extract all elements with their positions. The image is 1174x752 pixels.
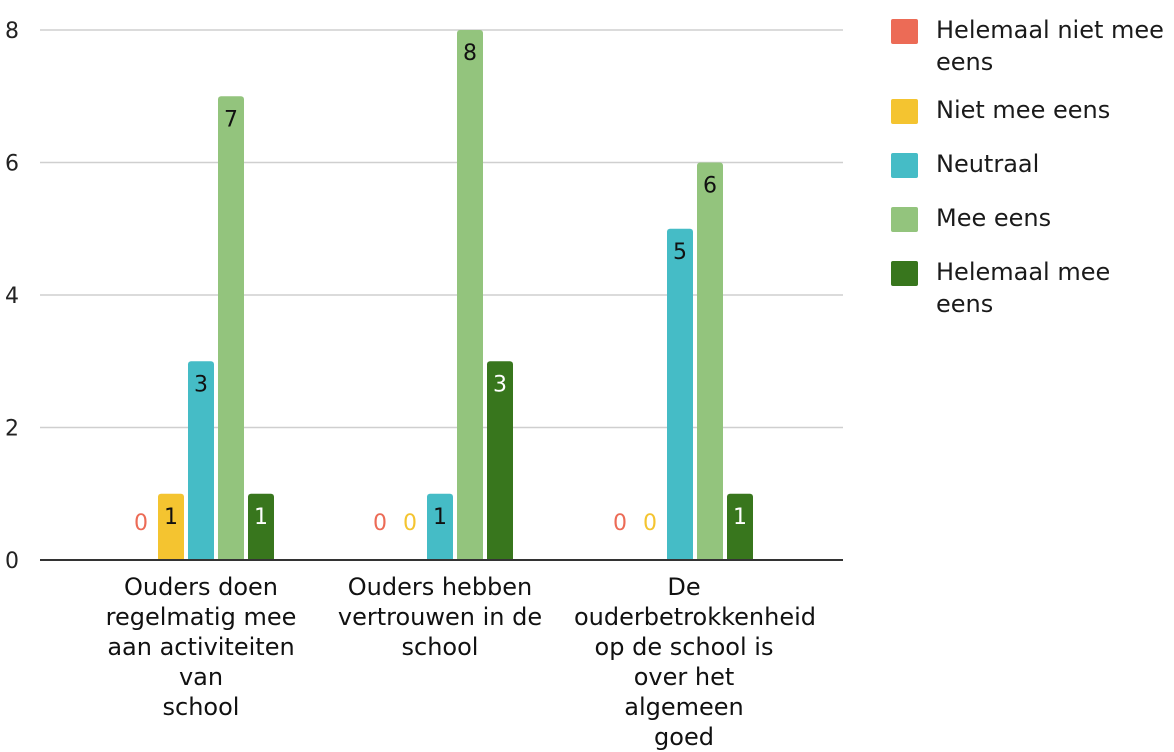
bar-base-neutraal-3 bbox=[667, 556, 693, 560]
bar-base-niet-mee-eens-1 bbox=[158, 556, 184, 560]
bar-base-mee-eens-3 bbox=[697, 556, 723, 560]
data-label-mee-eens-3: 6 bbox=[703, 174, 717, 199]
x-category-label-2: Ouders hebben vertrouwen in de school bbox=[337, 573, 543, 661]
bar-neutraal-2[interactable] bbox=[427, 493, 453, 560]
legend-swatch-helemaal-mee-eens bbox=[891, 261, 918, 286]
bar-helemaal-mee-eens-1[interactable] bbox=[248, 493, 274, 560]
legend-swatch-helemaal-niet-mee-eens bbox=[891, 19, 918, 44]
bar-base-neutraal-1 bbox=[188, 556, 214, 560]
bar-helemaal-mee-eens-3[interactable] bbox=[727, 493, 753, 560]
data-label-helemaal-mee-eens-3: 1 bbox=[733, 505, 747, 530]
y-tick-label: 8 bbox=[5, 19, 19, 44]
bar-niet-mee-eens-1[interactable] bbox=[158, 493, 184, 560]
bar-helemaal-mee-eens-2[interactable] bbox=[487, 361, 513, 560]
data-label-neutraal-2: 1 bbox=[433, 505, 447, 530]
legend-label-helemaal-mee-eens: Helemaal mee eens bbox=[936, 258, 1111, 318]
bar-mee-eens-2[interactable] bbox=[457, 30, 483, 560]
legend: Helemaal niet mee eens Niet mee eens Neu… bbox=[891, 14, 1174, 318]
bar-base-neutraal-2 bbox=[427, 556, 453, 560]
y-tick-label: 6 bbox=[5, 152, 19, 177]
legend-item-niet-mee-eens[interactable]: Niet mee eens bbox=[891, 94, 1174, 148]
y-tick-label: 4 bbox=[5, 284, 19, 309]
bar-base-mee-eens-1 bbox=[218, 556, 244, 560]
legend-item-helemaal-niet-mee-eens[interactable]: Helemaal niet mee eens bbox=[891, 14, 1174, 94]
data-label-niet-mee-eens-1: 1 bbox=[164, 505, 178, 530]
legend-swatch-niet-mee-eens bbox=[891, 99, 918, 124]
x-category-label-3: De ouderbetrokkenheid op de school is over … bbox=[574, 573, 816, 751]
bar-base-helemaal-mee-eens-2 bbox=[487, 556, 513, 560]
data-label-neutraal-3: 5 bbox=[673, 240, 687, 265]
legend-item-mee-eens[interactable]: Mee eens bbox=[891, 202, 1174, 256]
bar-base-mee-eens-2 bbox=[457, 556, 483, 560]
legend-swatch-neutraal bbox=[891, 153, 918, 178]
bar-neutraal-3[interactable] bbox=[667, 228, 693, 560]
data-label-helemaal-mee-eens-2: 3 bbox=[493, 372, 507, 397]
data-label-mee-eens-1: 7 bbox=[224, 107, 238, 132]
legend-label-mee-eens: Mee eens bbox=[936, 204, 1052, 232]
data-label-niet-mee-eens-2: 0 bbox=[403, 511, 417, 536]
data-label-mee-eens-2: 8 bbox=[463, 41, 477, 66]
legend-item-helemaal-mee-eens[interactable]: Helemaal mee eens bbox=[891, 256, 1174, 318]
bar-base-helemaal-mee-eens-3 bbox=[727, 556, 753, 560]
y-tick-label: 2 bbox=[5, 417, 19, 442]
bar-neutraal-1[interactable] bbox=[188, 361, 214, 560]
data-label-helemaal-niet-mee-eens-2: 0 bbox=[373, 511, 387, 536]
data-label-helemaal-niet-mee-eens-1: 0 bbox=[134, 511, 148, 536]
legend-label-neutraal: Neutraal bbox=[936, 150, 1040, 178]
legend-swatch-mee-eens bbox=[891, 207, 918, 232]
legend-label-niet-mee-eens: Niet mee eens bbox=[936, 96, 1111, 124]
bars bbox=[158, 30, 753, 560]
y-tick-label: 0 bbox=[5, 549, 19, 574]
x-category-label-1: Ouders doen regelmatig mee aan activiteite… bbox=[105, 573, 297, 721]
bar-base-helemaal-mee-eens-1 bbox=[248, 556, 274, 560]
y-axis-ticks: 0 2 4 6 8 bbox=[5, 19, 19, 574]
data-label-niet-mee-eens-3: 0 bbox=[643, 511, 657, 536]
legend-label-helemaal-niet-mee-eens: Helemaal niet mee eens bbox=[936, 16, 1164, 76]
legend-item-neutraal[interactable]: Neutraal bbox=[891, 148, 1174, 202]
bar-mee-eens-1[interactable] bbox=[218, 96, 244, 560]
bar-mee-eens-3[interactable] bbox=[697, 162, 723, 561]
data-label-helemaal-niet-mee-eens-3: 0 bbox=[613, 511, 627, 536]
data-label-helemaal-mee-eens-1: 1 bbox=[254, 505, 268, 530]
data-label-neutraal-1: 3 bbox=[194, 372, 208, 397]
